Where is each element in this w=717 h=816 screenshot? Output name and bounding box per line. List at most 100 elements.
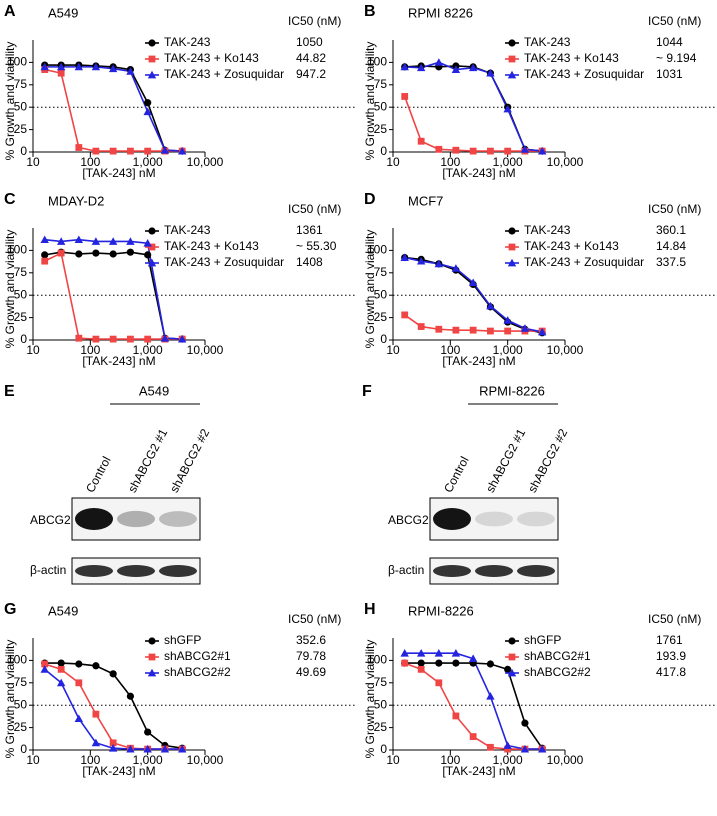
marker — [109, 250, 117, 258]
marker — [126, 237, 135, 245]
band — [75, 565, 113, 577]
y-tick-label: 0 — [380, 332, 387, 346]
marker — [108, 64, 118, 73]
band — [475, 511, 513, 527]
y-tick-label: 100 — [367, 653, 387, 667]
x-tick-label: 10 — [386, 343, 400, 357]
x-axis-label: [TAK-243] nM — [82, 354, 155, 368]
x-tick-label: 1,000 — [133, 753, 163, 767]
marker — [109, 670, 117, 678]
y-tick-label: 75 — [374, 77, 388, 91]
marker — [92, 662, 100, 670]
marker — [400, 253, 409, 261]
lane-label: Control — [83, 454, 114, 495]
fit-curve — [404, 65, 543, 152]
ic50-header: IC50 (nM) — [288, 14, 341, 28]
legend-label: shABCG2#1 — [164, 649, 231, 663]
marker — [417, 323, 425, 330]
fit-curve — [44, 64, 183, 152]
row-label: β-actin — [30, 563, 66, 577]
y-tick-label: 25 — [374, 720, 388, 734]
marker — [41, 257, 49, 265]
ic50-value: 1044 — [656, 35, 683, 49]
x-tick-label: 100 — [80, 343, 100, 357]
x-tick-label: 1,000 — [493, 753, 523, 767]
marker — [126, 744, 135, 753]
marker — [148, 55, 156, 63]
marker — [451, 264, 461, 272]
x-tick-label: 1,000 — [493, 155, 523, 169]
marker — [56, 62, 66, 71]
x-tick-label: 1,000 — [133, 343, 163, 357]
band — [433, 565, 471, 577]
marker — [520, 145, 530, 153]
y-tick-label: 0 — [380, 144, 387, 158]
marker — [40, 665, 49, 673]
ic50-header: IC50 (nM) — [648, 612, 701, 626]
marker — [435, 145, 443, 153]
marker — [486, 660, 495, 668]
marker — [451, 65, 461, 73]
band — [433, 508, 471, 530]
ic50-header: IC50 (nM) — [288, 612, 341, 626]
marker — [92, 335, 100, 343]
y-tick-label: 100 — [7, 243, 27, 257]
chart-title: MDAY-D2 — [48, 193, 104, 208]
ic50-value: 1408 — [296, 255, 323, 269]
legend-label: TAK-243 + Zosuquidar — [524, 255, 644, 269]
ic50-value: 49.69 — [296, 665, 326, 679]
band — [475, 565, 513, 577]
marker — [434, 649, 444, 657]
panel-label: C — [4, 191, 16, 208]
row-label: β-actin — [388, 563, 424, 577]
x-axis-label: [TAK-243] nM — [442, 764, 515, 778]
band — [517, 565, 555, 577]
band — [159, 511, 197, 527]
ic50-value: 79.78 — [296, 649, 326, 663]
legend-label: TAK-243 + Zosuquidar — [164, 67, 284, 81]
ic50-value: 947.2 — [296, 67, 326, 81]
x-tick-label: 10 — [26, 155, 40, 169]
marker — [469, 326, 477, 334]
panel-label: G — [4, 601, 16, 618]
legend-label: TAK-243 + Ko143 — [164, 239, 259, 253]
marker — [508, 55, 516, 63]
marker — [452, 712, 460, 720]
marker — [507, 70, 517, 79]
marker — [41, 660, 49, 668]
marker — [452, 146, 460, 154]
marker — [468, 63, 478, 72]
ic50-value: ~ 55.30 — [296, 239, 337, 253]
marker — [401, 93, 409, 100]
legend-label: TAK-243 — [164, 35, 211, 49]
ic50-value: 14.84 — [656, 239, 686, 253]
marker — [503, 741, 512, 749]
marker — [144, 728, 152, 736]
fit-curve — [44, 251, 183, 340]
panel-label: E — [4, 383, 15, 400]
y-axis-label: % Growth and viability — [363, 640, 377, 759]
chart-title: MCF7 — [408, 193, 443, 208]
marker — [521, 719, 529, 727]
x-tick-label: 100 — [80, 155, 100, 169]
ic50-header: IC50 (nM) — [288, 202, 341, 216]
x-axis-label: [TAK-243] nM — [442, 354, 515, 368]
marker — [508, 637, 516, 645]
marker — [92, 710, 100, 718]
chart-title: RPMI 8226 — [408, 5, 473, 20]
marker — [177, 334, 187, 343]
marker — [109, 147, 117, 155]
band — [517, 511, 555, 527]
marker — [57, 249, 65, 257]
marker — [160, 146, 170, 154]
y-tick-label: 75 — [14, 265, 28, 279]
ic50-value: 352.6 — [296, 633, 326, 647]
marker — [537, 146, 547, 155]
marker — [160, 744, 170, 753]
x-axis-label: [TAK-243] nM — [82, 166, 155, 180]
marker — [143, 744, 152, 753]
marker — [148, 243, 156, 251]
marker — [452, 326, 460, 334]
x-axis-label: [TAK-243] nM — [442, 166, 515, 180]
